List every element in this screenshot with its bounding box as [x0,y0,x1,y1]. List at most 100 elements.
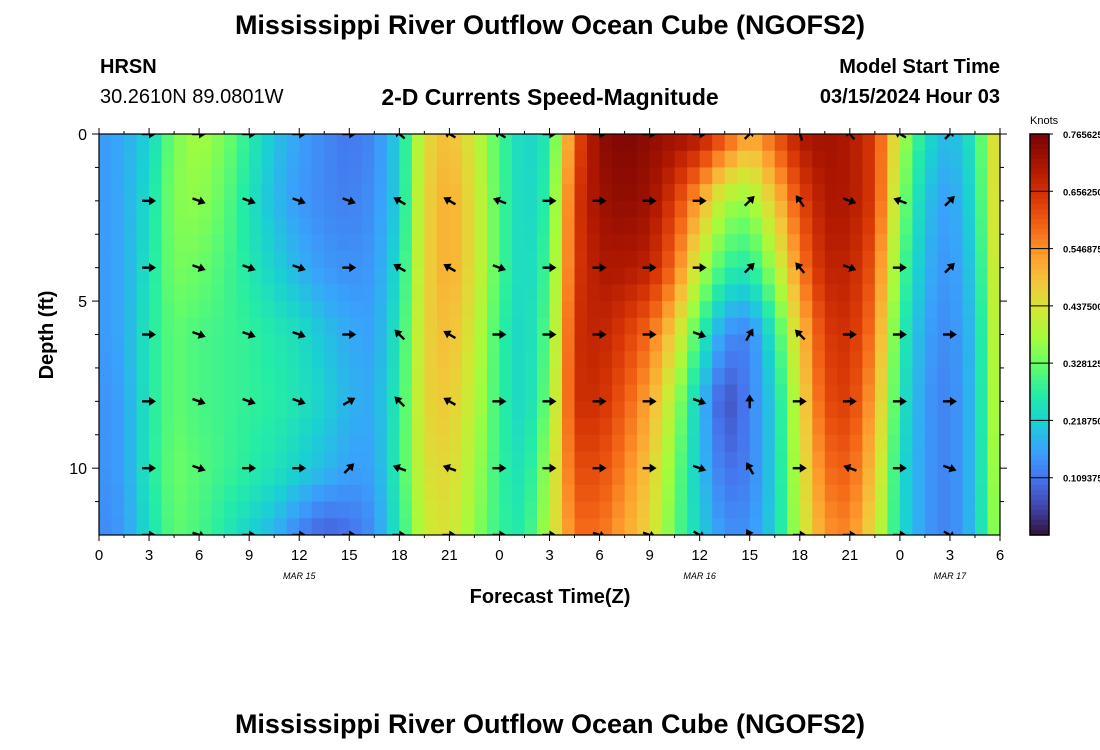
colorbar-segment [1030,519,1049,526]
heatmap-cell [774,351,788,369]
heatmap-cell [186,150,200,169]
colorbar-segment [1030,334,1049,341]
heatmap-cell [311,468,325,486]
heatmap-cell [386,184,400,202]
heatmap-cell [211,200,225,219]
heatmap-cell [199,418,213,436]
heatmap-cell [649,484,663,503]
heatmap-cell [436,234,450,252]
heatmap-cell [587,317,601,336]
heatmap-cell [899,267,914,285]
heatmap-cell [511,501,526,519]
heatmap-cell [949,217,964,235]
heatmap-cell [299,184,313,202]
heatmap-cell [424,468,438,486]
heatmap-cell [574,367,588,386]
heatmap-cell [499,367,513,386]
heatmap-cell [261,518,275,535]
heatmap-cell [962,301,976,319]
heatmap-cell [887,484,901,503]
heatmap-cell [411,501,425,519]
heatmap-cell [662,250,676,269]
heatmap-cell [411,468,425,486]
heatmap-cell [987,150,1000,169]
heatmap-cell [837,267,851,285]
heatmap-cell [174,167,188,185]
x-tick-label: 15 [341,547,358,564]
current-arrow [842,530,857,535]
heatmap-cell [637,167,651,185]
heatmap-cell [374,367,388,386]
heatmap-cell [186,200,200,219]
heatmap-cell [99,301,113,319]
heatmap-cell [424,167,438,185]
heatmap-cell [749,167,763,185]
heatmap-cell [324,518,338,535]
heatmap-cell [712,384,726,402]
heatmap-cell [324,234,338,252]
heatmap-cell [674,451,688,469]
heatmap-cell [236,234,250,252]
heatmap-cell [199,484,213,503]
heatmap-cell [662,351,676,369]
heatmap-cell [812,484,826,503]
heatmap-cell [199,250,213,269]
heatmap-cell [236,468,250,486]
heatmap-cell [511,134,526,152]
heatmap-cell [812,418,826,436]
colorbar-segment [1030,219,1049,225]
heatmap-cell [524,301,538,319]
heatmap-cell [649,351,663,369]
heatmap-cell [699,451,713,469]
heatmap-cell [887,317,901,336]
heatmap-cell [311,351,325,369]
heatmap-cell [974,317,989,336]
heatmap-cell [774,434,788,453]
heatmap-cell [962,200,976,219]
heatmap-cell [186,167,200,185]
heatmap-cell [399,351,413,369]
heatmap-cell [386,134,400,152]
heatmap-cell [199,217,213,235]
heatmap-cell [111,418,125,436]
heatmap-cell [687,334,701,352]
heatmap-cell [249,301,263,319]
heatmap-cell [649,134,663,152]
heatmap-cell [874,418,888,436]
heatmap-cell [949,418,964,436]
heatmap-cell [149,217,163,235]
colorbar-segment [1030,459,1049,466]
heatmap-cell [124,250,138,269]
heatmap-cell [511,518,526,535]
heatmap-cell [637,367,651,386]
heatmap-cell [449,468,463,486]
heatmap-cell [674,250,688,269]
current-arrow [692,463,707,473]
colorbar-segment [1030,294,1049,301]
heatmap-cell [612,434,626,453]
current-arrow [192,530,206,535]
heatmap-cell [937,367,951,386]
heatmap-cell [937,167,951,185]
heatmap-cell [674,167,688,185]
heatmap-cell [461,250,476,269]
heatmap-cell [449,518,463,535]
heatmap-cell [386,484,400,503]
heatmap-cell [424,351,438,369]
heatmap-cell [987,484,1000,503]
heatmap-cell [599,284,613,302]
heatmap-cell [299,351,313,369]
heatmap-cell [474,451,488,469]
heatmap-cell [712,334,726,352]
heatmap-cell [949,367,964,386]
heatmap-cell [824,451,838,469]
heatmap-cell [374,284,388,302]
current-arrow [492,196,507,206]
heatmap-cell [912,401,926,419]
heatmap-cell [524,167,538,185]
heatmap-cell [912,284,926,302]
heatmap-cell [674,317,688,336]
heatmap-cell [424,451,438,469]
heatmap-cell [311,518,325,535]
